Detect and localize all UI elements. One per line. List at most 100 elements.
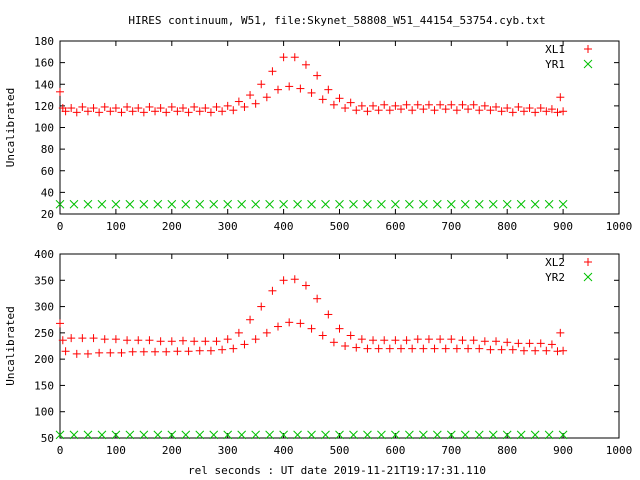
data-point xyxy=(56,319,64,328)
data-point xyxy=(424,335,433,344)
legend-marker xyxy=(584,258,592,266)
x-tick-label: 100 xyxy=(106,444,126,457)
data-point xyxy=(508,108,517,117)
data-point xyxy=(223,199,233,209)
data-point xyxy=(553,347,562,356)
data-point xyxy=(279,430,288,440)
data-point xyxy=(460,199,470,209)
y-tick-label: 160 xyxy=(34,57,54,70)
data-point xyxy=(324,85,333,94)
data-point xyxy=(530,199,540,209)
data-point xyxy=(432,430,442,440)
data-point xyxy=(492,337,501,346)
data-point xyxy=(89,104,98,113)
y-tick-label: 300 xyxy=(34,301,54,314)
data-point xyxy=(246,315,255,324)
data-point xyxy=(329,338,338,347)
data-point xyxy=(385,106,394,115)
data-point xyxy=(55,430,65,440)
data-point xyxy=(111,104,120,113)
data-point xyxy=(329,100,338,109)
data-point xyxy=(531,346,540,355)
data-point xyxy=(139,430,149,440)
plot-frame xyxy=(59,40,620,215)
data-point xyxy=(413,335,422,344)
x-tick-label: 100 xyxy=(106,220,126,233)
data-point xyxy=(257,80,266,89)
data-point xyxy=(251,99,260,108)
data-point xyxy=(173,107,182,116)
data-point xyxy=(464,344,473,353)
data-point xyxy=(402,100,411,109)
data-point xyxy=(100,102,109,111)
y-tick-label: 180 xyxy=(34,35,54,48)
data-point xyxy=(547,105,556,114)
y-tick-label: 140 xyxy=(34,78,54,91)
data-point xyxy=(480,101,489,110)
data-point xyxy=(460,430,470,440)
y-tick-label: 400 xyxy=(34,248,54,261)
data-point xyxy=(544,199,554,209)
data-point xyxy=(290,275,299,284)
y-axis-label: Uncalibrated xyxy=(4,306,17,385)
data-point xyxy=(223,101,232,110)
y-tick-label: 80 xyxy=(41,143,54,156)
data-point xyxy=(184,108,193,117)
data-point xyxy=(547,340,556,349)
data-point xyxy=(475,106,484,115)
data-point xyxy=(167,199,177,209)
legend-marker xyxy=(583,59,593,69)
data-point xyxy=(396,105,405,114)
data-point xyxy=(279,199,288,209)
data-point xyxy=(544,430,554,440)
data-point xyxy=(497,107,506,116)
data-point xyxy=(514,339,523,348)
data-point xyxy=(318,331,327,340)
data-point xyxy=(335,430,344,440)
data-point xyxy=(405,430,414,440)
data-point xyxy=(525,104,534,113)
data-point xyxy=(123,102,132,111)
data-point xyxy=(430,344,439,353)
data-point xyxy=(301,60,310,69)
data-point xyxy=(156,104,165,113)
data-point xyxy=(301,281,310,290)
data-point xyxy=(408,106,417,115)
x-tick-label: 0 xyxy=(57,220,64,233)
data-point xyxy=(474,430,484,440)
data-point xyxy=(525,339,534,348)
data-point xyxy=(83,107,92,116)
data-point xyxy=(268,286,277,295)
data-point xyxy=(195,107,204,116)
legend-marker xyxy=(584,45,592,53)
data-point xyxy=(559,346,568,355)
data-point xyxy=(151,107,160,116)
data-point xyxy=(475,344,484,353)
x-tick-label: 200 xyxy=(162,444,182,457)
data-point xyxy=(139,199,149,209)
data-point xyxy=(240,102,249,111)
data-point xyxy=(139,347,148,356)
data-point xyxy=(324,310,333,319)
data-point xyxy=(184,347,193,356)
x-tick-label: 300 xyxy=(218,444,238,457)
data-point xyxy=(352,106,361,115)
data-point xyxy=(553,108,562,117)
data-point xyxy=(531,108,540,117)
data-point xyxy=(391,430,400,440)
data-point xyxy=(405,199,414,209)
data-point xyxy=(436,335,445,344)
data-point xyxy=(447,100,456,109)
data-point xyxy=(296,319,305,328)
data-point xyxy=(195,199,205,209)
data-point xyxy=(173,347,182,356)
data-point xyxy=(357,335,366,344)
data-point xyxy=(377,430,386,440)
data-point xyxy=(402,336,411,345)
x-tick-label: 300 xyxy=(218,220,238,233)
y-tick-label: 40 xyxy=(41,186,54,199)
y-tick-label: 100 xyxy=(34,122,54,135)
data-point xyxy=(508,345,517,354)
chart-title: HIRES continuum, W51, file:Skynet_58808_… xyxy=(128,14,545,27)
data-point xyxy=(486,106,495,115)
